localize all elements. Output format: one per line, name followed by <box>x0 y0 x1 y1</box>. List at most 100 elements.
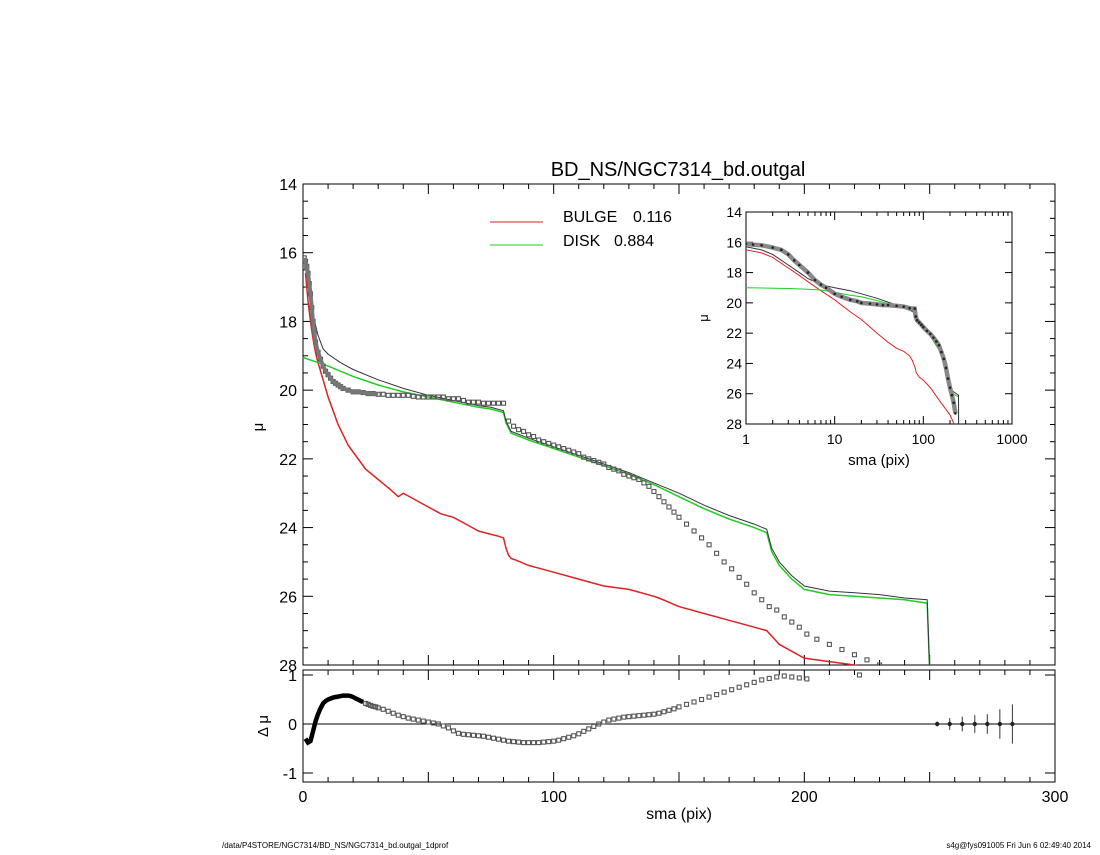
inset-y-axis-label: μ <box>696 314 711 322</box>
main-data-point <box>395 392 401 398</box>
main-data-point <box>480 400 487 406</box>
residual-data-point <box>721 689 727 695</box>
residual-data-point <box>666 707 672 713</box>
main-data-point <box>490 400 497 406</box>
main-data-point <box>721 559 727 565</box>
residual-data-point <box>781 673 787 679</box>
main-y-tick-label: 24 <box>279 521 297 538</box>
residual-data-point <box>601 719 607 725</box>
inset-background <box>746 212 1012 424</box>
residual-data-point <box>395 712 401 718</box>
main-data-point <box>691 528 697 534</box>
main-data-point <box>729 566 735 572</box>
main-y-tick-label: 26 <box>279 589 297 606</box>
residual-error-point <box>985 721 990 727</box>
main-data-point <box>759 597 765 603</box>
inset-x-tick-label: 1000 <box>996 431 1027 447</box>
residual-data-point <box>415 717 421 723</box>
x-tick-label: 100 <box>540 789 567 806</box>
main-data-point <box>631 475 637 481</box>
inset-data-point <box>920 323 923 327</box>
main-data-point <box>556 444 562 450</box>
main-data-point <box>766 604 772 610</box>
inset-data-point <box>929 332 932 336</box>
main-y-axis-label: μ <box>250 423 267 432</box>
inset-plot-frame <box>745 211 1013 425</box>
main-data-point <box>440 394 446 400</box>
inset-data-point <box>819 283 823 286</box>
main-data-point <box>656 494 662 500</box>
residual-data-point <box>714 692 720 698</box>
inset-data-point <box>944 366 948 370</box>
main-data-point <box>430 394 436 400</box>
main-data-point <box>651 488 657 495</box>
main-data-point <box>774 607 780 613</box>
inset-y-tick-label: 22 <box>726 325 742 341</box>
inset-y-tick-label: 24 <box>726 355 742 371</box>
main-data-point <box>536 437 542 443</box>
residual-data-point <box>511 739 517 745</box>
residual-data-point <box>751 679 757 685</box>
residual-data-point <box>641 712 647 718</box>
main-data-point <box>450 396 456 402</box>
main-data-point <box>706 542 712 548</box>
main-data-point <box>485 400 492 406</box>
residual-data-point <box>676 704 682 710</box>
inset-data-point <box>868 302 872 305</box>
inset-data-point <box>952 401 955 405</box>
residual-data-point <box>455 730 461 736</box>
residual-data-point <box>531 740 537 746</box>
residual-data-point <box>606 717 612 723</box>
inset-data-point <box>942 357 946 361</box>
main-data-point <box>571 449 577 455</box>
residual-data-point <box>759 677 765 683</box>
footer-timestamp: s4g@fys091005 Fri Jun 6 02:49:40 2014 <box>946 841 1091 850</box>
residual-data-point <box>460 731 466 737</box>
legend: BULGE 0.116 DISK 0.884 <box>490 209 672 250</box>
main-data-point <box>435 394 441 400</box>
residual-data-point <box>556 737 562 743</box>
residual-data-point <box>390 710 396 716</box>
inset-data-point <box>925 329 929 333</box>
legend-value-bulge: 0.116 <box>633 209 672 226</box>
legend-value-disk: 0.884 <box>614 233 654 250</box>
residual-inner-band <box>303 693 365 746</box>
residual-data-point <box>475 733 482 739</box>
inset-data-point <box>824 286 828 290</box>
x-tick-label: 200 <box>791 789 818 806</box>
main-data-point <box>475 399 482 405</box>
inset-bulge-line <box>746 249 955 424</box>
inset-data-point <box>934 340 938 343</box>
residual-data-point <box>526 740 532 746</box>
main-data-point <box>586 456 592 462</box>
residual-error-point <box>1010 721 1015 727</box>
residual-plot-frame <box>302 669 1056 783</box>
residual-data-point <box>586 726 592 732</box>
residual-data-point <box>405 715 411 721</box>
residual-data-point <box>611 716 617 722</box>
inset-data-point <box>751 243 755 246</box>
residual-data-point <box>400 714 406 720</box>
residual-data-point <box>636 713 642 719</box>
main-data-point <box>526 432 532 438</box>
residual-data-point <box>420 718 426 724</box>
main-data-point <box>616 468 622 474</box>
inset-data-point <box>908 306 911 310</box>
inset-data-point <box>913 307 917 310</box>
main-data-point <box>683 521 690 527</box>
residual-data-point <box>699 696 705 703</box>
x-axis-label: sma (pix) <box>646 806 712 823</box>
main-data-point <box>581 454 587 460</box>
legend-label-bulge: BULGE <box>563 209 617 226</box>
main-y-tick-label: 28 <box>279 658 297 675</box>
footer-filepath: /data/P4STORE/NGC7314/BD_NS/NGC7314_bd.o… <box>222 841 449 850</box>
residual-data-point <box>485 734 492 740</box>
inset-data-point <box>787 253 790 256</box>
inset-data-point <box>881 303 885 307</box>
main-data-point <box>676 514 682 520</box>
main-data-point <box>531 433 537 440</box>
residual-error-point <box>947 721 952 727</box>
residual-data-point <box>706 694 712 700</box>
main-y-tick-label: 20 <box>279 383 297 400</box>
